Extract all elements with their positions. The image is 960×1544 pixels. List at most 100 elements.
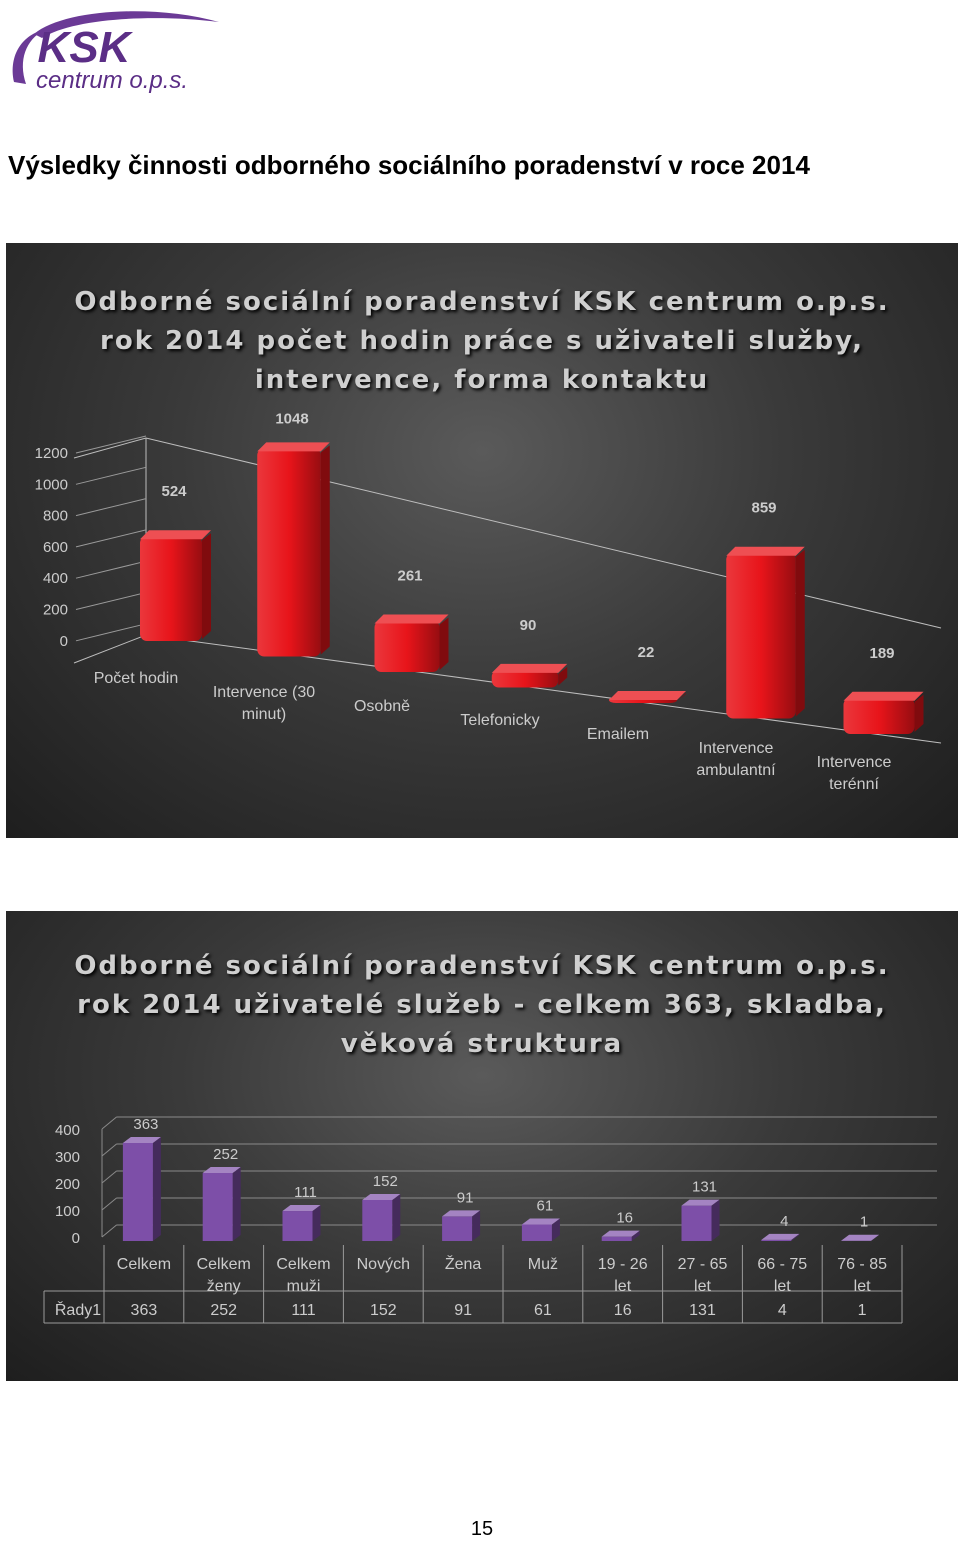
y-tick-label: 100 [55, 1203, 80, 1220]
table-cell: 152 [370, 1302, 397, 1319]
bar [491, 669, 559, 688]
category-label: Počet hodin [94, 670, 179, 687]
bar [122, 1142, 153, 1241]
series-name: Řady1 [55, 1300, 101, 1319]
bar-top [442, 1210, 481, 1217]
ksk-logo: KSK centrum o.p.s. [12, 11, 219, 94]
y-tick-label: 800 [43, 508, 68, 525]
gridline-side [101, 1116, 117, 1130]
bar [521, 1224, 552, 1241]
chart-title-line: rok 2014 uživatelé služeb - celkem 363, … [77, 990, 887, 1020]
bar-top [202, 1166, 241, 1173]
table-cell: 16 [614, 1302, 632, 1319]
chart-title-line: rok 2014 počet hodin práce s uživateli s… [100, 326, 864, 356]
category-label: 27 - 65 [678, 1256, 728, 1273]
bar-top [609, 691, 686, 700]
category-label: 19 - 26 [598, 1256, 648, 1273]
bar-chart-hours: 1200 1000 800 600 400 200 0 524 Počet hodin 1048 I… [35, 410, 942, 793]
gridline-side [101, 1143, 117, 1157]
category-label: ambulantní [696, 762, 776, 779]
page-number: 15 [470, 1518, 494, 1540]
category-label: Celkem [117, 1256, 171, 1273]
data-label: 261 [397, 568, 422, 585]
data-label: 61 [537, 1198, 554, 1215]
gridline-side [101, 1170, 117, 1184]
category-label: ženy [207, 1278, 241, 1295]
bar-chart-users: 400 300 200 100 0 363 252 111 152 91 61 16 131 4 1 Celk… [43, 1116, 937, 1324]
bar-top [681, 1199, 720, 1206]
y-tick-label: 400 [43, 570, 68, 587]
bar-side [711, 1199, 720, 1241]
bar [140, 536, 202, 641]
data-label: 4 [780, 1213, 788, 1230]
y-tick-line [75, 466, 147, 485]
y-tick-label: 0 [72, 1230, 80, 1247]
category-label: Celkem [197, 1256, 251, 1273]
bar-side [631, 1230, 640, 1241]
y-tick-label: 1000 [35, 476, 68, 493]
y-tick-line [75, 498, 147, 517]
bar-side [312, 1205, 321, 1241]
bar-top [362, 1193, 401, 1200]
bar-side [551, 1218, 560, 1241]
bar-top [491, 663, 568, 673]
data-label: 90 [520, 617, 537, 634]
y-tick-label: 600 [43, 539, 68, 556]
bar [282, 1211, 313, 1241]
data-label: 189 [869, 645, 894, 662]
chart-panel-hours: Odborné sociální poradenství KSK centrum… [6, 243, 958, 838]
y-tick-line [75, 623, 147, 642]
y-tick-line [75, 529, 147, 548]
bar-side [152, 1136, 161, 1241]
table-cell: 131 [689, 1302, 716, 1319]
bar-side [472, 1210, 481, 1241]
category-label: terénní [829, 776, 879, 793]
bar-top [140, 530, 211, 540]
bar-side [392, 1193, 401, 1241]
category-label: Celkem [276, 1256, 330, 1273]
category-label: 76 - 85 [837, 1256, 887, 1273]
category-label: Nových [357, 1256, 410, 1273]
logo-subtext: centrum o.p.s. [36, 67, 188, 94]
chart-title-line: Odborné sociální poradenství KSK centrum… [74, 287, 890, 317]
bar-top [761, 1233, 800, 1240]
bar-top [843, 691, 924, 701]
data-label: 91 [457, 1189, 474, 1206]
bar-side [677, 693, 686, 701]
bar-side [232, 1166, 241, 1241]
bar [442, 1216, 473, 1241]
category-label: Osobně [354, 698, 410, 715]
table-cell: 111 [291, 1302, 315, 1319]
chart-title-line: věková struktura [340, 1029, 624, 1059]
y-tick-label: 200 [43, 602, 68, 619]
bar-top [521, 1218, 560, 1225]
table-cell: 91 [454, 1302, 472, 1319]
bar-side [914, 694, 924, 732]
table-cell: 4 [778, 1302, 787, 1319]
data-label: 16 [616, 1210, 633, 1227]
bar [761, 1239, 792, 1241]
category-label: Intervence [817, 754, 892, 771]
data-label: 111 [294, 1184, 317, 1201]
chart-title-line: Odborné sociální poradenství KSK centrum… [74, 951, 890, 981]
data-label: 131 [692, 1179, 717, 1196]
page-heading: Výsledky činnosti odborného sociálního p… [8, 150, 810, 180]
chart-title-line: intervence, forma kontaktu [254, 365, 710, 395]
bar-top [726, 546, 805, 556]
gridline-side [101, 1197, 117, 1211]
bar-top [601, 1230, 640, 1237]
category-label: let [614, 1278, 631, 1295]
category-label: Žena [445, 1254, 482, 1273]
bar [726, 552, 796, 719]
logo-text: KSK [38, 23, 134, 72]
y-tick-label: 400 [55, 1122, 80, 1139]
chart-panel-users: Odborné sociální poradenství KSK centrum… [6, 911, 958, 1381]
data-label: 859 [751, 500, 776, 517]
table-cell: 252 [210, 1302, 237, 1319]
y-tick-line [75, 592, 147, 610]
bar-side [795, 549, 805, 717]
table-cell: 1 [858, 1302, 867, 1319]
bar-top [122, 1136, 161, 1143]
category-label: Intervence (30 [213, 684, 315, 701]
bar-side [439, 617, 449, 670]
